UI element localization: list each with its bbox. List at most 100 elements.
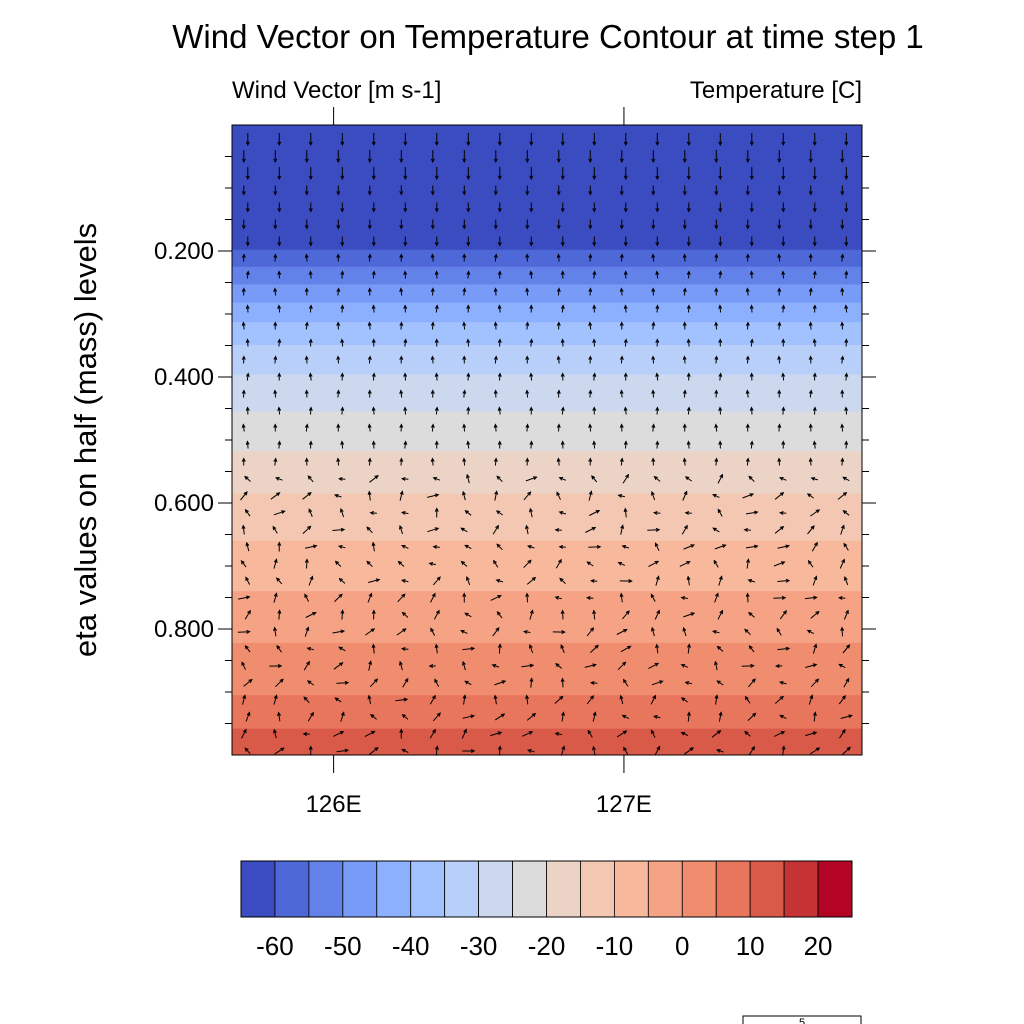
wind-vector-arrow xyxy=(525,423,530,432)
wind-vector-arrow xyxy=(650,694,656,705)
wind-vector-arrow xyxy=(619,579,633,584)
wind-vector-arrow xyxy=(679,561,691,567)
wind-vector-arrow xyxy=(745,423,750,432)
wind-vector-arrow xyxy=(620,645,632,653)
wind-vector-arrow xyxy=(340,304,345,313)
wind-vector-arrow xyxy=(745,355,750,364)
wind-vector-arrow xyxy=(432,545,440,549)
wind-vector-arrow xyxy=(686,338,691,347)
wind-vector-arrow xyxy=(781,406,786,415)
wind-vector-arrow xyxy=(592,133,597,147)
wind-vector-arrow xyxy=(592,745,596,756)
wind-vector-arrow xyxy=(556,185,561,196)
wind-vector-arrow xyxy=(462,694,467,705)
wind-vector-arrow xyxy=(743,528,751,532)
wind-vector-arrow xyxy=(655,372,660,381)
wind-vector-arrow xyxy=(244,475,251,482)
wind-vector-arrow xyxy=(686,711,691,722)
wind-vector-arrow xyxy=(371,609,376,620)
wind-vector-arrow xyxy=(369,475,379,483)
colorbar-swatch-13 xyxy=(681,860,717,918)
wind-vector-arrow xyxy=(245,541,250,552)
wind-vector-arrow xyxy=(275,678,284,688)
wind-vector-arrow xyxy=(556,457,561,466)
x-axis-ticks: 126E 127E xyxy=(306,107,652,818)
wind-vector-arrow xyxy=(277,440,282,449)
wind-vector-arrow xyxy=(371,304,376,313)
wind-vector-arrow xyxy=(273,728,277,739)
wind-vector-arrow xyxy=(812,440,817,449)
wind-vector-arrow xyxy=(588,457,593,466)
wind-vector-arrow xyxy=(497,440,502,449)
wind-vector-arrow xyxy=(651,321,656,330)
wind-vector-arrow xyxy=(812,236,817,247)
wind-vector-arrow xyxy=(838,663,846,669)
wind-vector-arrow xyxy=(241,389,246,398)
wind-vector-arrow xyxy=(655,406,660,415)
colorbar-swatch-16 xyxy=(783,860,819,918)
wind-vector-arrow xyxy=(777,457,782,466)
wind-vector-arrow xyxy=(245,372,250,381)
wind-vector-arrow xyxy=(748,644,755,653)
wind-vector-arrow xyxy=(619,185,624,196)
wind-vector-arrow xyxy=(585,526,597,533)
wind-vector-arrow xyxy=(400,477,409,481)
wind-vector-arrow xyxy=(277,236,282,247)
wind-vector-arrow xyxy=(840,355,845,364)
wind-vector-arrow xyxy=(588,389,593,398)
wind-vector-arrow xyxy=(434,745,439,756)
colorbar-label: -30 xyxy=(460,931,498,961)
wind-vector-arrow xyxy=(525,185,530,196)
wind-vector-arrow xyxy=(401,611,409,618)
wind-vector-arrow xyxy=(371,643,376,654)
y-tick-label: 0.800 xyxy=(154,616,214,643)
wind-vector-arrow xyxy=(552,630,566,635)
wind-vector-arrow xyxy=(332,629,346,634)
wind-vector-arrow xyxy=(462,592,467,603)
wind-vector-arrow xyxy=(714,287,719,296)
wind-vector-arrow xyxy=(367,592,373,603)
wind-vector-arrow xyxy=(434,372,439,381)
wind-vector-arrow xyxy=(367,219,372,230)
wind-vector-arrow xyxy=(400,579,409,583)
wind-vector-arrow xyxy=(304,219,309,230)
wind-vector-arrow xyxy=(277,133,282,147)
wind-vector-arrow xyxy=(369,678,379,688)
wind-vector-arrow xyxy=(525,253,530,262)
wind-vector-arrow xyxy=(308,338,313,347)
wind-vector-arrow xyxy=(493,321,498,330)
wind-vector-arrow xyxy=(338,646,346,652)
wind-vector-arrow xyxy=(366,526,373,534)
wind-vector-arrow xyxy=(619,321,624,330)
wind-vector-arrow xyxy=(367,490,372,501)
wind-vector-arrow xyxy=(277,372,282,381)
wind-vector-arrow xyxy=(371,202,376,213)
wind-vector-arrow xyxy=(808,694,814,705)
wind-vector-arrow xyxy=(525,150,530,164)
wind-vector-arrow xyxy=(560,372,565,381)
wind-vector-arrow xyxy=(303,660,311,671)
wind-vector-arrow xyxy=(403,440,408,449)
wind-vector-arrow xyxy=(718,372,723,381)
wind-vector-arrow xyxy=(466,338,471,347)
wind-vector-arrow xyxy=(749,167,754,181)
wind-vector-arrow xyxy=(367,423,372,432)
x-tick-label: 127E xyxy=(596,791,652,818)
wind-vector-arrow xyxy=(655,133,660,147)
wind-vector-arrow xyxy=(682,389,687,398)
wind-vector-arrow xyxy=(399,728,404,739)
wind-vector-arrow xyxy=(684,511,692,515)
wind-vector-arrow xyxy=(462,749,476,753)
wind-vector-arrow xyxy=(466,270,471,279)
wind-vector-arrow xyxy=(653,475,661,482)
wind-vector-arrow xyxy=(493,253,498,262)
wind-vector-arrow xyxy=(714,253,719,262)
wind-vector-arrow xyxy=(245,133,250,147)
wind-vector-arrow xyxy=(368,578,381,583)
wind-vector-arrow xyxy=(525,355,530,364)
wind-vector-arrow xyxy=(840,524,845,535)
wind-vector-arrow xyxy=(558,545,566,549)
wind-vector-arrow xyxy=(718,711,723,722)
wind-vector-arrow xyxy=(651,680,664,686)
wind-vector-arrow xyxy=(686,167,691,181)
